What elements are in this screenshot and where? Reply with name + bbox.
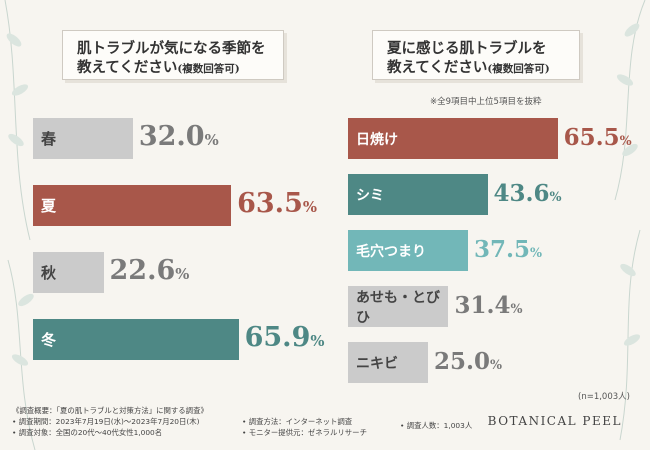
value-number-0-1: 63.5 <box>237 187 303 219</box>
value-unit-0-3: % <box>310 331 325 350</box>
value-label-1-0: 65.5% <box>564 124 632 151</box>
value-unit-1-2: % <box>530 244 543 260</box>
value-number-1-0: 65.5 <box>563 123 620 151</box>
value-number-0-0: 32.0 <box>138 120 205 152</box>
bar-1-4: ニキビ <box>348 342 428 383</box>
value-label-1-3: 31.4% <box>454 292 522 319</box>
value-number-0-3: 65.9 <box>244 321 311 353</box>
bar-1-3: あせも・とびひ <box>348 286 449 327</box>
footer-title: 《調査概要：「夏の肌トラブルと対策方法」に関する調査》 <box>12 406 208 415</box>
bar-label-0-3: 冬 <box>41 331 57 349</box>
leaf-decoration-right <box>614 0 646 441</box>
footer-count: • 調査人数：1,003人 <box>400 421 473 430</box>
footer-target: • 調査対象：全国の20代〜40代女性1,000名 <box>12 428 163 437</box>
right-question-box: 夏に感じる肌トラブルを 教えてください(複数回答可) <box>372 30 580 80</box>
subset-note: ※全9項目中上位5項目を抜粋 <box>430 97 542 107</box>
bar-label-1-4: ニキビ <box>356 355 398 372</box>
value-number-1-1: 43.6 <box>493 179 550 207</box>
value-unit-1-1: % <box>549 188 562 204</box>
bar-1-1: シミ <box>348 174 488 215</box>
value-unit-1-0: % <box>619 132 632 148</box>
sample-size: (n=1,003人) <box>578 392 630 402</box>
value-number-0-2: 22.6 <box>109 254 176 286</box>
left-question-box: 肌トラブルが気になる季節を 教えてください(複数回答可) <box>62 30 284 80</box>
value-label-1-1: 43.6% <box>494 180 562 207</box>
bar-label-1-1: シミ <box>356 187 384 204</box>
footer-method: • 調査方法：インターネット調査 <box>242 417 353 426</box>
value-label-0-0: 32.0% <box>139 121 219 152</box>
bar-0-3: 冬 <box>33 319 239 360</box>
bar-label-0-2: 秋 <box>41 264 57 282</box>
value-unit-1-3: % <box>510 300 523 316</box>
right-question-line1: 夏に感じる肌トラブルを <box>387 40 547 57</box>
bar-label-0-0: 春 <box>41 130 57 148</box>
value-label-0-1: 63.5% <box>237 188 317 219</box>
right-question-text: 教えてください <box>387 59 488 76</box>
footer-provider: • モニター提供元：ゼネラルリサーチ <box>242 428 367 437</box>
brand-logo-text: BOTANICAL PEEL <box>487 414 622 428</box>
value-unit-1-4: % <box>490 356 503 372</box>
value-unit-0-2: % <box>175 264 190 283</box>
value-number-1-4: 25.0 <box>434 347 491 375</box>
value-number-1-2: 37.5 <box>474 235 531 263</box>
left-question-text: 教えてください <box>77 59 178 76</box>
value-label-1-4: 25.0% <box>434 348 502 375</box>
bar-0-1: 夏 <box>33 185 232 226</box>
bar-1-2: 毛穴つまり <box>348 230 468 271</box>
value-number-1-3: 31.4 <box>454 291 511 319</box>
bar-label-1-2: 毛穴つまり <box>356 243 426 260</box>
leaf-decoration-left <box>4 0 36 450</box>
footer-period: • 調査期間：2023年7月19日(水)〜2023年7月20日(木) <box>12 417 200 426</box>
value-label-0-3: 65.9% <box>245 322 325 353</box>
right-question-line2: 教えてください(複数回答可) <box>387 58 565 79</box>
left-question-line2: 教えてください(複数回答可) <box>77 58 269 79</box>
value-label-0-2: 22.6% <box>110 255 190 286</box>
value-label-1-2: 37.5% <box>474 236 542 263</box>
survey-footer: 《調査概要：「夏の肌トラブルと対策方法」に関する調査》 • 調査期間：2023年… <box>12 405 432 438</box>
value-unit-0-0: % <box>204 130 219 149</box>
left-question-line1: 肌トラブルが気になる季節を <box>77 40 266 57</box>
bar-0-2: 秋 <box>33 252 104 293</box>
left-question-note: (複数回答可) <box>177 63 240 75</box>
bar-1-0: 日焼け <box>348 118 558 159</box>
bar-label-1-3: あせも・とびひ <box>356 289 440 326</box>
bar-label-1-0: 日焼け <box>356 131 398 148</box>
bar-label-0-1: 夏 <box>41 197 57 215</box>
right-question-note: (複数回答可) <box>487 63 550 75</box>
bar-0-0: 春 <box>33 118 133 159</box>
value-unit-0-1: % <box>302 197 317 216</box>
